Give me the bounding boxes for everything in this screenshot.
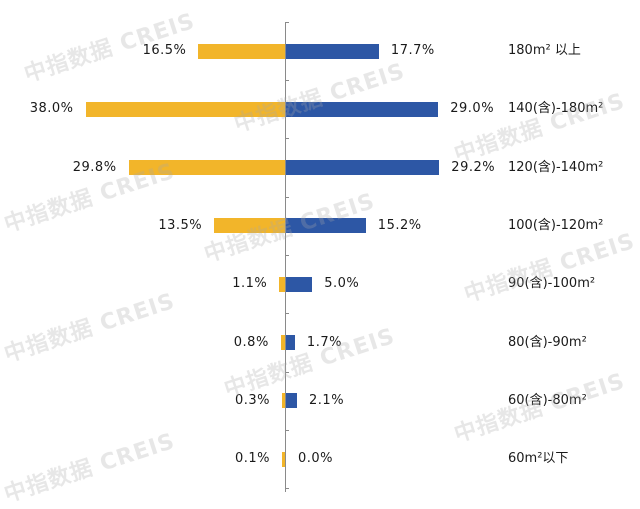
bar-left: [214, 218, 285, 233]
center-axis: [285, 22, 286, 492]
axis-tick: [285, 430, 289, 431]
value-label-left: 0.8%: [233, 335, 269, 350]
value-label-left: 13.5%: [158, 218, 203, 233]
bar-left: [282, 452, 285, 467]
value-label-right: 17.7%: [390, 43, 435, 58]
category-label: 60(含)-80m²: [508, 393, 587, 408]
watermark: 中指数据 CREIS: [1, 429, 179, 508]
category-label: 90(含)-100m²: [508, 276, 596, 291]
category-label: 80(含)-90m²: [508, 335, 587, 350]
category-label: 180m² 以上: [508, 43, 581, 58]
bar-left: [198, 44, 285, 59]
axis-tick: [285, 313, 289, 314]
value-label-right: 15.2%: [377, 218, 422, 233]
value-label-right: 29.2%: [451, 160, 496, 175]
value-label-left: 38.0%: [29, 101, 74, 116]
category-label: 140(含)-180m²: [508, 101, 604, 116]
axis-tick: [285, 255, 289, 256]
bar-left: [128, 160, 285, 175]
bar-right: [286, 277, 313, 292]
category-label: 100(含)-120m²: [508, 218, 604, 233]
value-label-right: 1.7%: [306, 335, 342, 350]
value-label-left: 1.1%: [232, 276, 268, 291]
value-label-left: 16.5%: [142, 43, 187, 58]
value-label-right: 5.0%: [324, 276, 360, 291]
value-label-left: 0.3%: [234, 393, 270, 408]
bar-right: [286, 44, 379, 59]
diverging-bar-chart: 16.5% 17.7% 180m² 以上 38.0% 29.0% 140(含)-180m²…: [1, 9, 639, 508]
value-label-right: 2.1%: [309, 393, 345, 408]
bar-right: [286, 102, 439, 117]
watermark: 中指数据 CREIS: [221, 324, 399, 403]
watermark: 中指数据 CREIS: [231, 59, 409, 138]
axis-tick: [285, 22, 289, 23]
axis-tick: [285, 138, 289, 139]
bar-right: [286, 335, 295, 350]
bar-left: [85, 102, 285, 117]
category-label: 60m²以下: [508, 451, 569, 466]
axis-tick: [285, 80, 289, 81]
value-label-right: 29.0%: [450, 101, 495, 116]
bar-right: [286, 393, 298, 408]
axis-tick: [285, 372, 289, 373]
value-label-right: 0.0%: [298, 451, 334, 466]
bar-left: [280, 335, 285, 350]
watermark: 中指数据 CREIS: [1, 289, 179, 368]
bar-right: [286, 218, 366, 233]
value-label-left: 29.8%: [72, 160, 117, 175]
axis-tick: [285, 197, 289, 198]
category-label: 120(含)-140m²: [508, 160, 604, 175]
watermark: 中指数据 CREIS: [451, 89, 629, 168]
axis-tick: [285, 488, 289, 489]
watermark: 中指数据 CREIS: [461, 229, 639, 308]
bar-left: [282, 393, 285, 408]
bar-right: [286, 160, 440, 175]
value-label-left: 0.1%: [234, 451, 270, 466]
bar-left: [279, 277, 285, 292]
